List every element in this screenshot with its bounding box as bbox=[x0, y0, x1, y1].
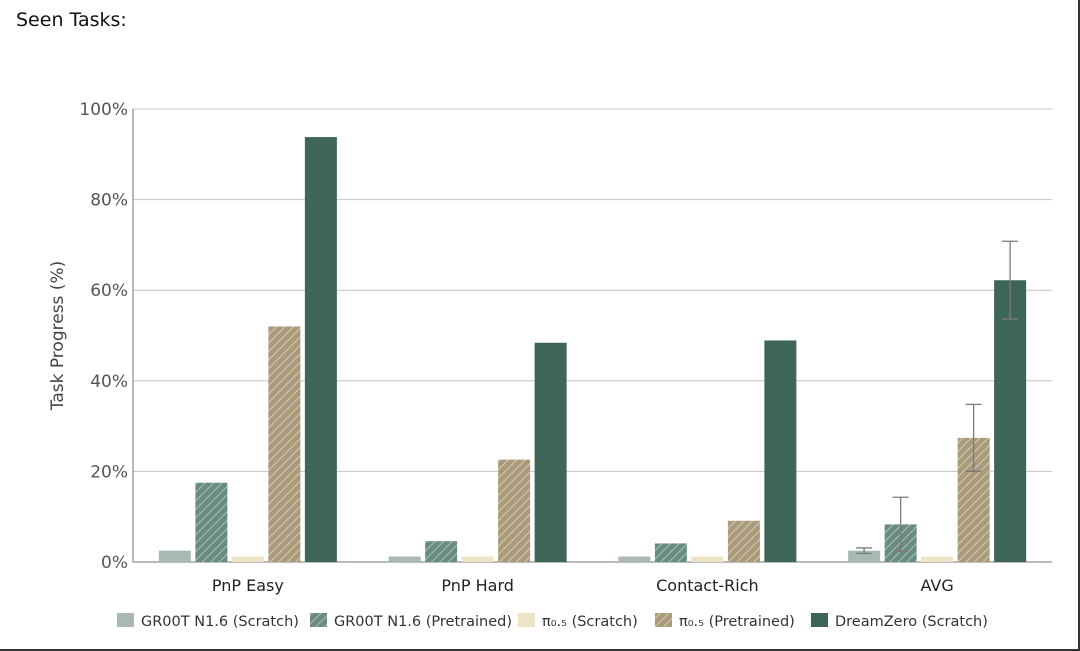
bar bbox=[304, 137, 337, 562]
legend-label: π₀.₅ (Scratch) bbox=[542, 614, 638, 630]
bar bbox=[231, 556, 264, 562]
legend-label: GR00T N1.6 (Scratch) bbox=[141, 614, 299, 630]
bars bbox=[158, 137, 1027, 562]
legend-label: π₀.₅ (Pretrained) bbox=[679, 614, 795, 630]
y-tick-label: 0% bbox=[101, 553, 128, 573]
y-tick-label: 100% bbox=[79, 100, 128, 120]
bar bbox=[388, 556, 421, 562]
x-tick-label: AVG bbox=[920, 576, 953, 595]
bar bbox=[848, 550, 881, 562]
bar bbox=[994, 280, 1027, 562]
x-tick-label: Contact-Rich bbox=[656, 576, 759, 595]
bar bbox=[921, 556, 954, 562]
bar bbox=[425, 541, 458, 562]
y-tick-label: 60% bbox=[90, 281, 128, 301]
y-tick-label: 80% bbox=[90, 191, 128, 211]
y-tick-label: 40% bbox=[90, 372, 128, 392]
legend-swatch bbox=[310, 613, 327, 627]
legend-label: DreamZero (Scratch) bbox=[835, 614, 988, 630]
bar bbox=[691, 556, 724, 562]
legend-swatch bbox=[117, 613, 134, 627]
y-tick-label: 20% bbox=[90, 462, 128, 482]
bar bbox=[727, 520, 760, 562]
bar bbox=[268, 326, 301, 562]
legend-swatch bbox=[655, 613, 672, 627]
legend-swatch bbox=[518, 613, 535, 627]
error-bars bbox=[856, 240, 1019, 555]
legend-label: GR00T N1.6 (Pretrained) bbox=[334, 614, 512, 630]
legend-swatch bbox=[811, 613, 828, 627]
section-heading: Seen Tasks: bbox=[16, 9, 127, 31]
axis-labels: 0% 20% 40% 60% 80% 100% Task Progress (%) PnP E… bbox=[48, 100, 954, 595]
bar bbox=[195, 482, 228, 562]
bar bbox=[534, 342, 567, 562]
x-tick-label: PnP Easy bbox=[212, 576, 284, 595]
bar bbox=[158, 550, 191, 562]
legend: GR00T N1.6 (Scratch) GR00T N1.6 (Pretrain… bbox=[117, 613, 988, 630]
bar bbox=[764, 340, 797, 562]
bar bbox=[654, 543, 687, 562]
x-tick-label: PnP Hard bbox=[441, 576, 514, 595]
y-axis-title: Task Progress (%) bbox=[48, 261, 68, 411]
bar bbox=[461, 556, 494, 562]
bar bbox=[498, 459, 531, 562]
bar bbox=[618, 556, 651, 562]
